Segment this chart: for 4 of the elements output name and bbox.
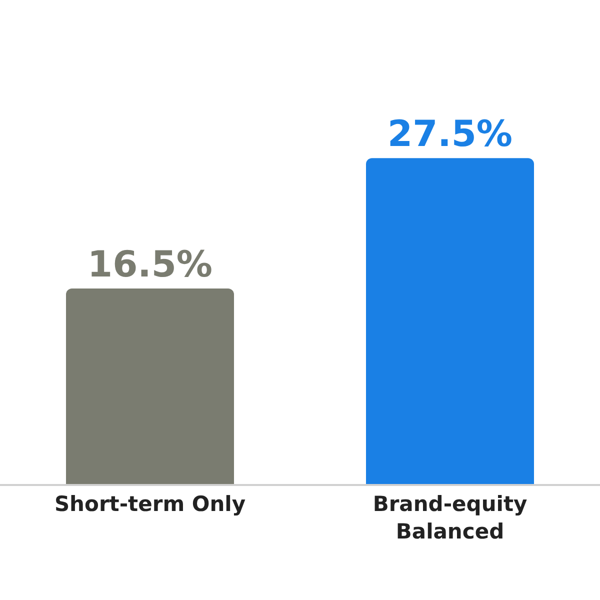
data-label: 16.5%: [88, 244, 212, 286]
data-label: 27.5%: [388, 114, 512, 156]
x-tick-label: Brand-equity Balanced: [372, 492, 528, 544]
x-tick-label: Short-term Only: [54, 492, 246, 516]
